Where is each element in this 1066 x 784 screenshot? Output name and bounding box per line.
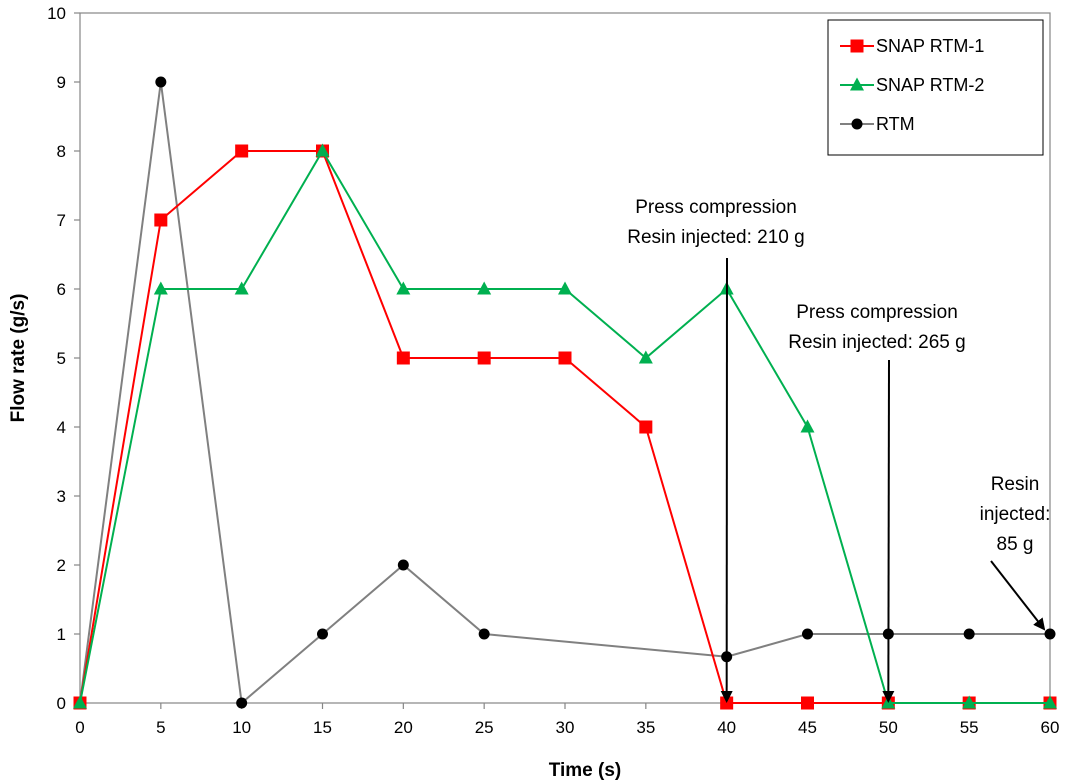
data-point	[1044, 628, 1056, 640]
data-point	[558, 351, 572, 365]
data-point	[396, 351, 410, 365]
y-tick-label: 8	[57, 142, 66, 161]
y-tick-label: 1	[57, 625, 66, 644]
x-tick-label: 60	[1041, 718, 1060, 737]
y-tick-label: 5	[57, 349, 66, 368]
data-point	[558, 281, 572, 295]
x-tick-label: 30	[556, 718, 575, 737]
series-line	[79, 150, 1050, 704]
legend-label: SNAP RTM-2	[876, 75, 984, 95]
annotation-arrow	[882, 359, 895, 703]
data-point	[802, 628, 813, 640]
y-tick-label: 3	[57, 487, 66, 506]
annotation-text: Resin	[991, 474, 1040, 495]
y-tick-label: 2	[57, 556, 66, 575]
y-tick-label: 4	[57, 418, 66, 437]
x-tick-label: 10	[232, 718, 251, 737]
x-axis-title: Time (s)	[549, 760, 622, 781]
annotation-arrow	[990, 560, 1046, 631]
series-layer	[73, 76, 1057, 710]
series-triangle	[73, 143, 1057, 709]
y-tick-label: 6	[57, 280, 66, 299]
legend-entry: RTM	[840, 114, 915, 134]
annotation-text: Press compression	[635, 197, 797, 218]
series-line	[79, 149, 1050, 704]
data-point	[315, 143, 330, 157]
data-point	[236, 697, 248, 709]
x-tick-label: 55	[960, 718, 979, 737]
data-point	[478, 628, 490, 640]
annotation-text: injected:	[980, 504, 1051, 525]
data-point	[154, 213, 168, 227]
x-tick-label: 0	[75, 718, 84, 737]
data-point	[1043, 695, 1057, 709]
data-point	[962, 695, 977, 709]
data-point	[396, 281, 411, 295]
series-line	[79, 81, 1050, 705]
legend-entry: SNAP RTM-1	[840, 36, 984, 56]
y-tick-label: 10	[47, 4, 66, 23]
y-tick-label: 7	[57, 211, 66, 230]
data-point	[397, 559, 409, 571]
x-tick-label: 50	[879, 718, 898, 737]
legend: SNAP RTM-1 SNAP RTM-2 RTM	[827, 19, 1044, 156]
data-point	[801, 696, 814, 710]
data-point	[800, 419, 815, 433]
data-point	[73, 695, 87, 709]
legend-label: RTM	[876, 114, 915, 134]
data-point	[639, 420, 653, 434]
legend-label: SNAP RTM-1	[876, 36, 984, 56]
y-tick-label: 0	[57, 694, 66, 713]
data-point	[638, 350, 653, 364]
legend-swatch-marker	[851, 118, 863, 130]
annotation-text: 85 g	[997, 534, 1034, 555]
data-point	[963, 628, 975, 640]
data-point	[235, 144, 249, 158]
x-tick-label: 40	[717, 718, 736, 737]
x-tick-label: 45	[798, 718, 817, 737]
annotation: Press compression Resin injected: 210 g	[627, 197, 805, 703]
annotation-text: Resin injected: 265 g	[788, 332, 965, 353]
x-tick-label: 5	[156, 718, 165, 737]
annotation-text: Resin injected: 210 g	[627, 227, 804, 248]
x-tick-label: 25	[475, 718, 494, 737]
annotation-text: Press compression	[796, 302, 958, 323]
legend-box	[827, 19, 1044, 156]
legend-swatch-marker	[850, 39, 864, 53]
x-tick-label: 15	[313, 718, 332, 737]
y-axis-title: Flow rate (g/s)	[8, 294, 29, 423]
data-point	[155, 76, 167, 88]
data-point	[477, 351, 491, 365]
legend-entry: SNAP RTM-2	[840, 75, 984, 95]
data-point	[317, 628, 328, 640]
legend-swatch-marker	[850, 77, 864, 91]
annotation: Resin injected: 85 g	[980, 474, 1051, 631]
x-tick-label: 35	[636, 718, 655, 737]
y-tick-label: 9	[57, 73, 66, 92]
series-circle	[74, 76, 1056, 709]
data-point	[153, 281, 168, 295]
data-point	[234, 281, 249, 295]
annotation: Press compression Resin injected: 265 g	[788, 302, 966, 703]
data-point	[477, 281, 492, 295]
series-square	[73, 144, 1057, 710]
x-tick-label: 20	[394, 718, 413, 737]
